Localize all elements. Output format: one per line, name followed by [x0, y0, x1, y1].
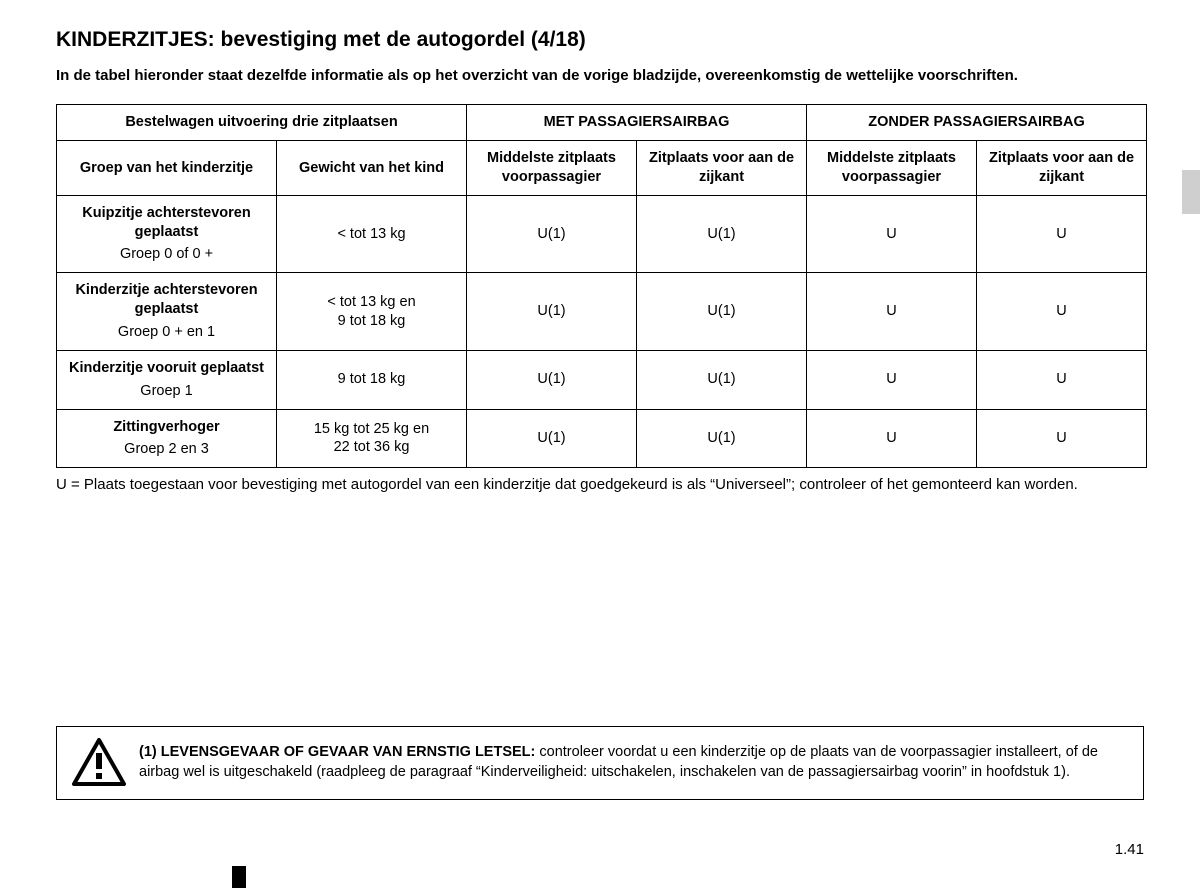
row-title: Kinderzitje achterstevoren geplaatst	[75, 282, 257, 317]
subheader-right-a: Middelste zitplaats voorpassagier	[807, 141, 977, 196]
row-sub: Groep 1	[67, 382, 266, 401]
header-mid: MET PASSAGIERSAIRBAG	[467, 105, 807, 141]
cell: U(1)	[637, 350, 807, 409]
row-sub: Groep 2 en 3	[67, 440, 266, 459]
header-left-span: Bestelwagen uitvoering drie zitplaatsen	[57, 105, 467, 141]
row-title: Kinderzitje vooruit geplaatst	[69, 360, 264, 376]
warning-bold: (1) LEVENSGEVAAR OF GEVAAR VAN ERNSTIG L…	[139, 744, 535, 760]
warning-text: (1) LEVENSGEVAAR OF GEVAAR VAN ERNSTIG L…	[139, 743, 1129, 782]
cell: U	[977, 195, 1147, 273]
cell: U	[977, 350, 1147, 409]
cell: U(1)	[467, 273, 637, 351]
row-label: Kuipzitje achterstevoren geplaatst Groep…	[57, 195, 277, 273]
cell: U	[977, 409, 1147, 468]
cell: U(1)	[637, 409, 807, 468]
cell: U	[807, 195, 977, 273]
row-sub: Groep 0 + en 1	[67, 323, 266, 342]
cell: U(1)	[467, 350, 637, 409]
cell: U(1)	[467, 195, 637, 273]
table-row: Kinderzitje vooruit geplaatst Groep 1 9 …	[57, 350, 1147, 409]
legend-text: U = Plaats toegestaan voor bevestiging m…	[56, 474, 1144, 495]
row-label: Kinderzitje achterstevoren geplaatst Gro…	[57, 273, 277, 351]
page: KINDERZITJES: bevestiging met de autogor…	[0, 0, 1200, 888]
cell: U	[977, 273, 1147, 351]
warning-icon	[71, 737, 127, 789]
intro-text: In de tabel hieronder staat dezelfde inf…	[56, 66, 1144, 86]
table-row: Kinderzitje achterstevoren geplaatst Gro…	[57, 273, 1147, 351]
thumb-tab	[1182, 170, 1200, 214]
subheader-mid-b: Zitplaats voor aan de zijkant	[637, 141, 807, 196]
cell: U	[807, 350, 977, 409]
subheader-group: Groep van het kinderzitje	[57, 141, 277, 196]
row-sub: Groep 0 of 0 +	[67, 245, 266, 264]
table-row: Zittingverhoger Groep 2 en 3 15 kg tot 2…	[57, 409, 1147, 468]
page-number: 1.41	[1115, 841, 1144, 858]
row-weight: 9 tot 18 kg	[277, 350, 467, 409]
child-seat-table: Bestelwagen uitvoering drie zitplaatsen …	[56, 104, 1147, 468]
footer-mark	[232, 866, 246, 888]
title-caps: KINDERZITJES:	[56, 28, 215, 51]
row-label: Kinderzitje vooruit geplaatst Groep 1	[57, 350, 277, 409]
row-title: Zittingverhoger	[113, 419, 219, 435]
cell: U	[807, 409, 977, 468]
header-right: ZONDER PASSAGIERSAIRBAG	[807, 105, 1147, 141]
cell: U	[807, 273, 977, 351]
row-weight: 15 kg tot 25 kg en22 tot 36 kg	[277, 409, 467, 468]
table-row: Kuipzitje achterstevoren geplaatst Groep…	[57, 195, 1147, 273]
row-title: Kuipzitje achterstevoren geplaatst	[82, 205, 250, 240]
warning-box: (1) LEVENSGEVAAR OF GEVAAR VAN ERNSTIG L…	[56, 726, 1144, 800]
row-weight: < tot 13 kg en9 tot 18 kg	[277, 273, 467, 351]
row-label: Zittingverhoger Groep 2 en 3	[57, 409, 277, 468]
cell: U(1)	[637, 195, 807, 273]
cell: U(1)	[637, 273, 807, 351]
cell: U(1)	[467, 409, 637, 468]
row-weight: < tot 13 kg	[277, 195, 467, 273]
subheader-right-b: Zitplaats voor aan de zijkant	[977, 141, 1147, 196]
page-title: KINDERZITJES: bevestiging met de autogor…	[56, 28, 1144, 52]
subheader-mid-a: Middelste zitplaats voorpassagier	[467, 141, 637, 196]
subheader-weight: Gewicht van het kind	[277, 141, 467, 196]
table-body: Kuipzitje achterstevoren geplaatst Groep…	[57, 195, 1147, 467]
title-rest: bevestiging met de autogordel (4/18)	[215, 28, 586, 51]
